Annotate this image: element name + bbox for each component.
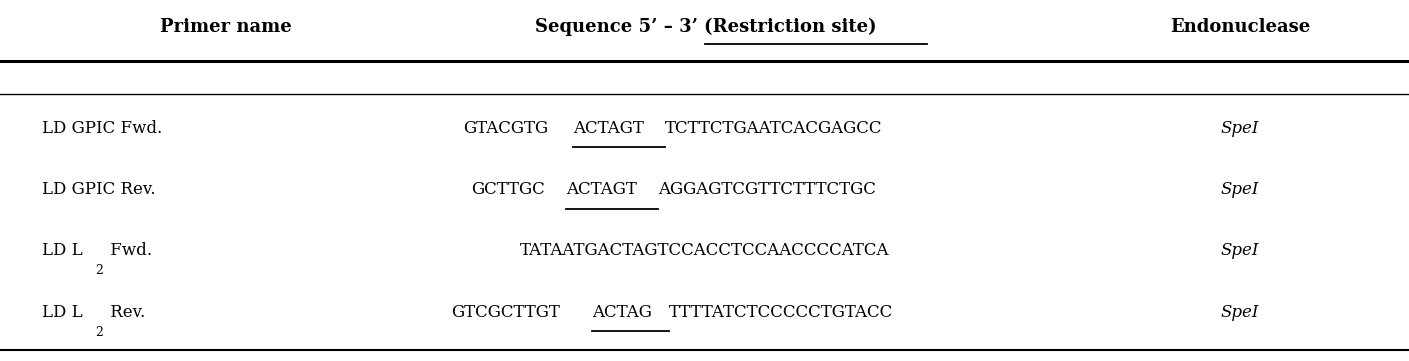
- Text: SpeI: SpeI: [1220, 181, 1260, 198]
- Text: 2: 2: [94, 264, 103, 277]
- Text: LD GPIC Rev.: LD GPIC Rev.: [42, 181, 156, 198]
- Text: TCTTCTGAATCACGAGCC: TCTTCTGAATCACGAGCC: [665, 119, 882, 137]
- Text: GCTTGCACTAGTAGGAGTCGTTCTTTCTGC: GCTTGCACTAGTAGGAGTCGTTCTTTCTGC: [524, 181, 885, 198]
- Text: SpeI: SpeI: [1220, 119, 1260, 137]
- Text: GTACGTGACTAGTTCTTCTGAATCACGAGCC: GTACGTGACTAGTTCTTCTGAATCACGAGCC: [517, 119, 892, 137]
- Text: SpeI: SpeI: [1220, 304, 1260, 321]
- Text: TTTTATCTCCCCCTGTACC: TTTTATCTCCCCCTGTACC: [669, 304, 893, 321]
- Text: LD L: LD L: [42, 242, 83, 260]
- Text: Rev.: Rev.: [104, 304, 145, 321]
- Text: Endonuclease: Endonuclease: [1169, 18, 1310, 36]
- Text: Fwd.: Fwd.: [104, 242, 152, 260]
- Text: ACTAG: ACTAG: [592, 304, 652, 321]
- Text: Primer name: Primer name: [159, 18, 292, 36]
- Text: ACTAGT: ACTAGT: [573, 119, 644, 137]
- Text: GTCGCTTGTACTAGTTTTATCTCCCCCTGTACC: GTCGCTTGTACTAGTTTTATCTCCCCCTGTACC: [509, 304, 900, 321]
- Text: SpeI: SpeI: [1220, 242, 1260, 260]
- Text: 2: 2: [94, 326, 103, 339]
- Text: (Restriction site): (Restriction site): [704, 18, 878, 36]
- Text: GTCGCTTGT: GTCGCTTGT: [451, 304, 561, 321]
- Text: AGGAGTCGTTCTTTCTGC: AGGAGTCGTTCTTTCTGC: [658, 181, 875, 198]
- Text: Sequence 5’ – 3’: Sequence 5’ – 3’: [535, 18, 704, 36]
- Text: GTACGTG: GTACGTG: [464, 119, 548, 137]
- Text: GCTTGC: GCTTGC: [471, 181, 545, 198]
- Text: LD GPIC Fwd.: LD GPIC Fwd.: [42, 119, 162, 137]
- Text: ACTAGT: ACTAGT: [566, 181, 637, 198]
- Text: TATAATGACTAGTCCACCTCCAACCCCATCA: TATAATGACTAGTCCACCTCCAACCCCATCA: [520, 242, 889, 260]
- Text: LD L: LD L: [42, 304, 83, 321]
